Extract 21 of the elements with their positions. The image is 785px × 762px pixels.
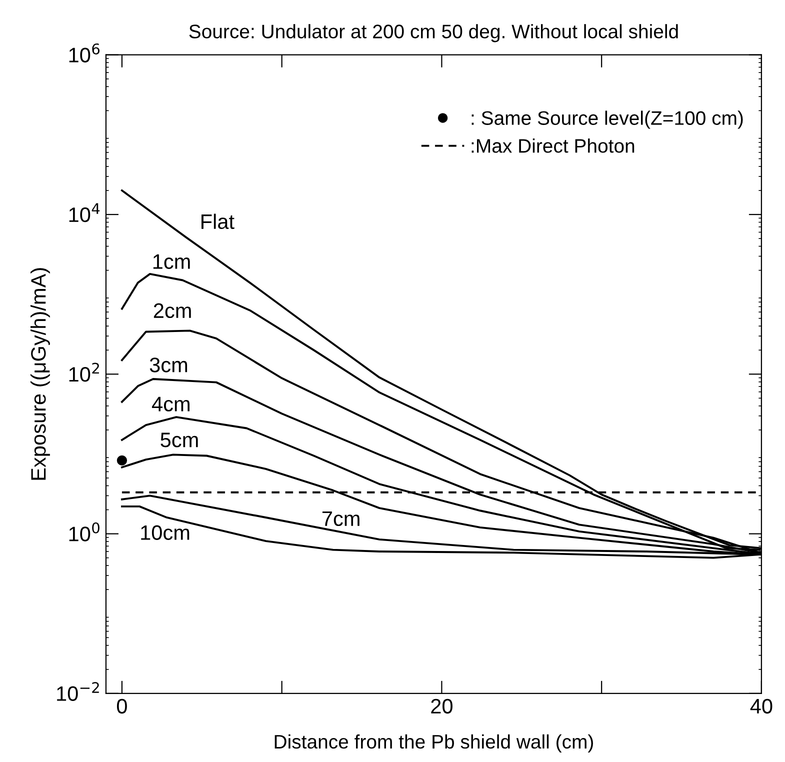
chart-title: Source: Undulator at 200 cm 50 deg. Without local shield — [189, 24, 678, 42]
x-axis-title: Distance from the Pb shield wall (cm) — [274, 734, 593, 752]
legend-label: : Same Source level(Z=100 cm) — [472, 110, 743, 129]
y-tick-label: 10$^{6}$ — [69, 43, 100, 62]
x-tick-label: 20 — [431, 698, 452, 714]
y-tick-label: 10$^{−2}$ — [57, 682, 99, 702]
x-tick-label: 40 — [750, 698, 772, 714]
y-tick-label: 10$^{0}$ — [69, 522, 100, 542]
x-tick-label: 0 — [116, 698, 127, 714]
legend-label: 2cm — [154, 303, 191, 318]
series-label: 5cm — [160, 432, 198, 448]
legend-label: :Max Direct Photon — [472, 138, 634, 153]
y-tick-label: 10$^{2}$ — [69, 362, 99, 382]
legend-label: 4cm — [152, 396, 190, 412]
legend-label: 3cm — [150, 358, 188, 372]
legend-label: 10cm — [141, 525, 190, 540]
series-label: 7cm — [322, 511, 360, 526]
y-axis-title: Exposure ((μGy/h)/mA) — [30, 268, 50, 480]
series-label: Flat — [202, 214, 234, 230]
legend-label: 1cm — [153, 254, 190, 269]
y-tick-label: 10$^{4}$ — [69, 203, 100, 222]
